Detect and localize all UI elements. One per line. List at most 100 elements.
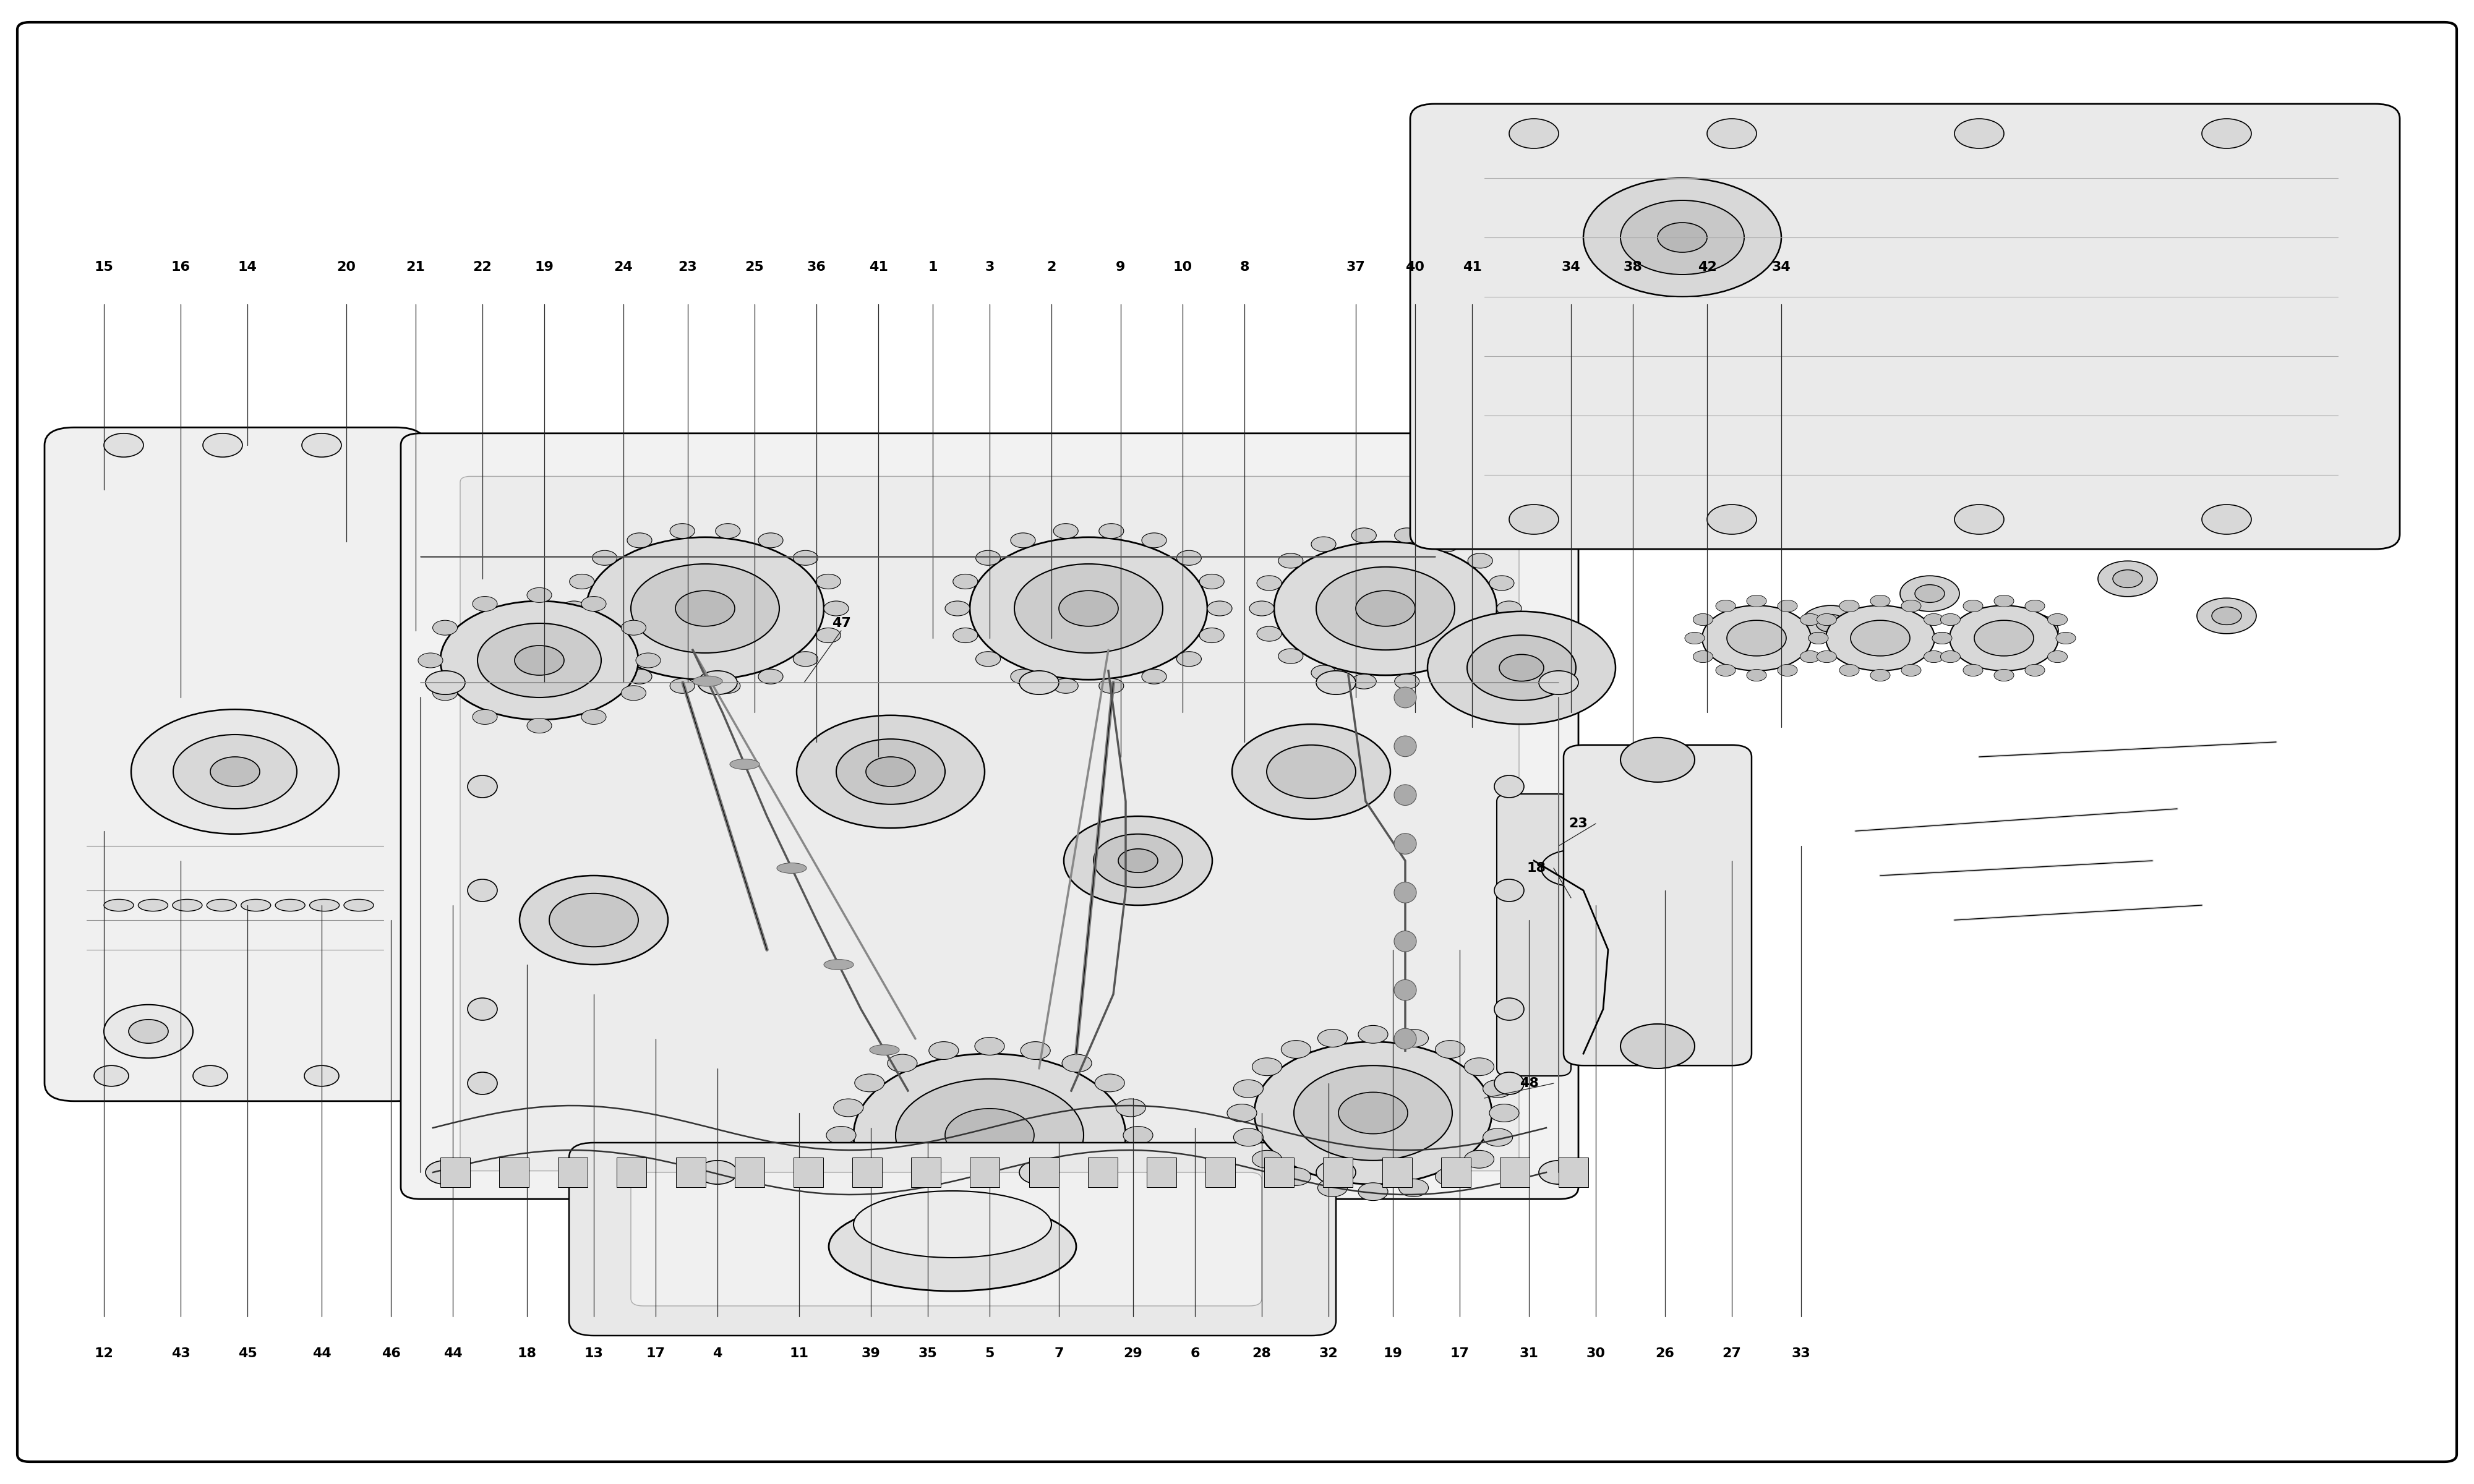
Circle shape bbox=[1489, 1104, 1519, 1122]
Circle shape bbox=[1776, 600, 1796, 611]
Circle shape bbox=[104, 433, 143, 457]
Circle shape bbox=[2014, 622, 2044, 640]
Circle shape bbox=[2202, 119, 2251, 148]
Ellipse shape bbox=[829, 1202, 1076, 1291]
Circle shape bbox=[440, 601, 638, 720]
Circle shape bbox=[2098, 561, 2157, 597]
FancyBboxPatch shape bbox=[1497, 794, 1571, 1076]
Circle shape bbox=[193, 1066, 228, 1086]
Bar bbox=[440, 1158, 470, 1187]
Circle shape bbox=[426, 671, 465, 695]
Text: 41: 41 bbox=[1462, 261, 1482, 273]
Text: 41: 41 bbox=[868, 261, 888, 273]
Circle shape bbox=[1279, 554, 1304, 568]
Text: 46: 46 bbox=[381, 1347, 401, 1359]
Circle shape bbox=[1319, 1030, 1348, 1048]
Circle shape bbox=[1499, 654, 1544, 681]
Circle shape bbox=[1964, 665, 1984, 677]
Text: 7: 7 bbox=[1054, 1347, 1064, 1359]
Ellipse shape bbox=[468, 879, 497, 901]
Circle shape bbox=[1940, 650, 1959, 662]
Circle shape bbox=[1950, 605, 2058, 671]
Text: 17: 17 bbox=[646, 1347, 666, 1359]
Circle shape bbox=[1022, 1042, 1051, 1060]
Circle shape bbox=[1094, 834, 1183, 887]
Circle shape bbox=[104, 1005, 193, 1058]
Circle shape bbox=[515, 646, 564, 675]
Text: 4: 4 bbox=[713, 1347, 722, 1359]
Circle shape bbox=[94, 1066, 129, 1086]
Circle shape bbox=[1482, 1080, 1512, 1098]
Bar bbox=[1264, 1158, 1294, 1187]
Ellipse shape bbox=[1494, 879, 1524, 901]
Circle shape bbox=[1316, 567, 1455, 650]
Circle shape bbox=[433, 686, 458, 700]
Circle shape bbox=[888, 1054, 918, 1071]
Ellipse shape bbox=[344, 899, 374, 911]
Circle shape bbox=[1841, 600, 1860, 611]
Circle shape bbox=[854, 1054, 1126, 1217]
Circle shape bbox=[591, 551, 616, 565]
Circle shape bbox=[794, 551, 819, 565]
Circle shape bbox=[1249, 601, 1274, 616]
Circle shape bbox=[1356, 591, 1415, 626]
Circle shape bbox=[1583, 178, 1781, 297]
Circle shape bbox=[1012, 669, 1034, 684]
Text: 35: 35 bbox=[918, 1347, 938, 1359]
Ellipse shape bbox=[1494, 997, 1524, 1021]
Circle shape bbox=[854, 1074, 883, 1092]
Circle shape bbox=[1257, 626, 1282, 641]
Circle shape bbox=[433, 620, 458, 635]
Text: 45: 45 bbox=[238, 1347, 257, 1359]
Text: 14: 14 bbox=[238, 261, 257, 273]
Text: 43: 43 bbox=[171, 1347, 190, 1359]
Circle shape bbox=[628, 533, 653, 548]
Circle shape bbox=[1054, 524, 1079, 539]
Text: 34: 34 bbox=[1771, 261, 1791, 273]
Ellipse shape bbox=[1494, 775, 1524, 798]
Circle shape bbox=[816, 628, 841, 643]
Circle shape bbox=[477, 623, 601, 697]
Circle shape bbox=[1870, 595, 1890, 607]
Text: 40: 40 bbox=[1405, 261, 1425, 273]
Text: 42: 42 bbox=[1697, 261, 1717, 273]
FancyBboxPatch shape bbox=[569, 1143, 1336, 1336]
Circle shape bbox=[549, 893, 638, 947]
Text: 44: 44 bbox=[443, 1347, 463, 1359]
Text: 25: 25 bbox=[745, 261, 764, 273]
Circle shape bbox=[1816, 614, 1836, 626]
Circle shape bbox=[836, 739, 945, 804]
Ellipse shape bbox=[1395, 930, 1415, 951]
Circle shape bbox=[581, 597, 606, 611]
Circle shape bbox=[2048, 614, 2068, 626]
Circle shape bbox=[1467, 554, 1492, 568]
Circle shape bbox=[2212, 607, 2241, 625]
Ellipse shape bbox=[777, 862, 807, 873]
Circle shape bbox=[1467, 635, 1576, 700]
Circle shape bbox=[569, 628, 594, 643]
Circle shape bbox=[1435, 537, 1460, 552]
Circle shape bbox=[1465, 1150, 1494, 1168]
Ellipse shape bbox=[468, 997, 497, 1021]
Circle shape bbox=[520, 876, 668, 965]
Ellipse shape bbox=[1395, 979, 1415, 1000]
Circle shape bbox=[1801, 651, 1821, 662]
Circle shape bbox=[1143, 669, 1168, 684]
Circle shape bbox=[1489, 576, 1514, 591]
Circle shape bbox=[1465, 1058, 1494, 1076]
Circle shape bbox=[1801, 605, 1860, 641]
Circle shape bbox=[2024, 665, 2044, 677]
Circle shape bbox=[834, 1098, 863, 1116]
Circle shape bbox=[1059, 591, 1118, 626]
Ellipse shape bbox=[104, 899, 134, 911]
Circle shape bbox=[1316, 1160, 1356, 1184]
Circle shape bbox=[1707, 119, 1757, 148]
Circle shape bbox=[1200, 574, 1225, 589]
Circle shape bbox=[1118, 849, 1158, 873]
Ellipse shape bbox=[1395, 785, 1415, 806]
Circle shape bbox=[527, 718, 552, 733]
Circle shape bbox=[1467, 649, 1492, 663]
Circle shape bbox=[1974, 620, 2034, 656]
Circle shape bbox=[866, 757, 915, 787]
Circle shape bbox=[1014, 564, 1163, 653]
